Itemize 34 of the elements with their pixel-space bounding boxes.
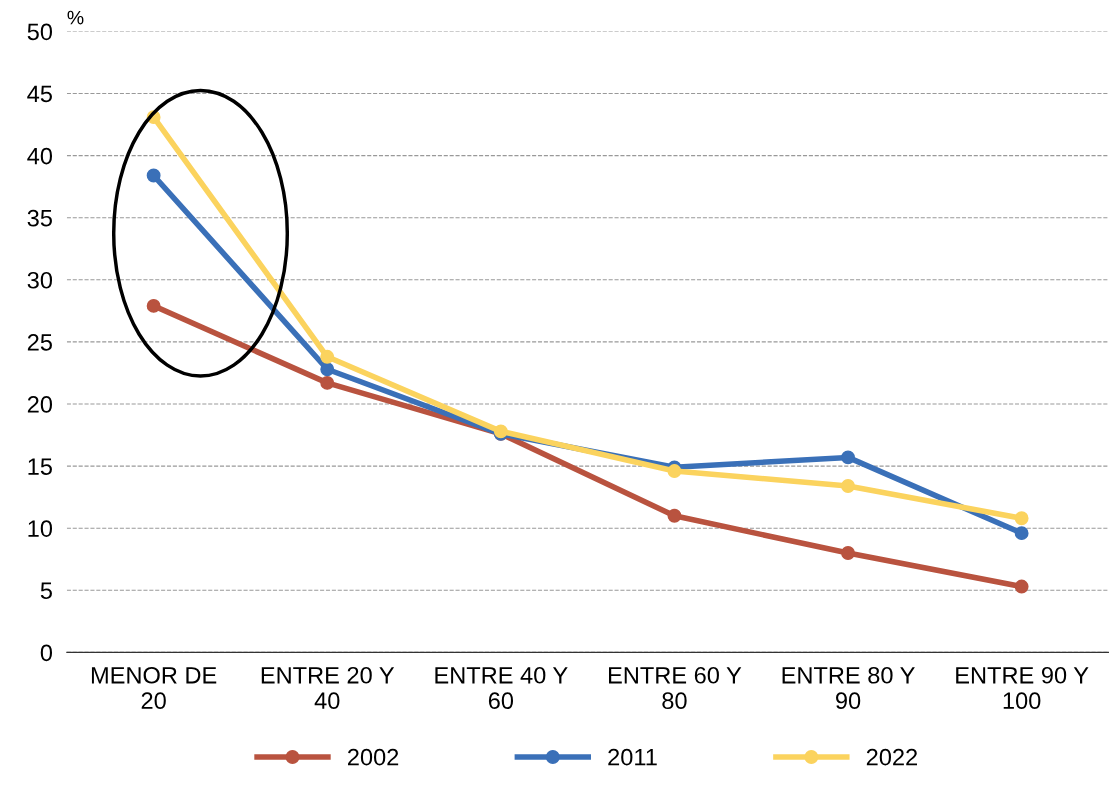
point bbox=[841, 479, 855, 493]
x-tick-label: ENTRE 20 Y 40 bbox=[261, 666, 395, 710]
x-tick-label: ENTRE 90 Y 100 bbox=[956, 666, 1089, 710]
x-tick-label: ENTRE 40 Y 60 bbox=[435, 666, 568, 710]
point bbox=[1014, 511, 1029, 526]
point bbox=[320, 362, 335, 377]
y-tick-label: 35 bbox=[27, 209, 52, 227]
y-tick-label: 20 bbox=[27, 396, 53, 413]
y-tick-label: 40 bbox=[27, 147, 53, 165]
y-tick-label: 50 bbox=[27, 23, 53, 41]
point bbox=[1014, 526, 1029, 541]
point bbox=[320, 349, 335, 364]
legend-label: 2011 bbox=[608, 748, 657, 766]
point bbox=[320, 375, 335, 390]
point bbox=[841, 546, 855, 560]
x-tick-label: ENTRE 60 Y 80 bbox=[609, 666, 742, 710]
y-tick-label: 10 bbox=[28, 520, 53, 537]
y-tick-label: 0 bbox=[40, 644, 53, 662]
legend-label: 2002 bbox=[348, 748, 399, 766]
y-tick-label: 25 bbox=[27, 333, 52, 351]
point bbox=[667, 508, 682, 523]
y-tick-label: 45 bbox=[27, 85, 52, 103]
x-tick-label: MENOR DE 20 bbox=[91, 666, 217, 710]
point bbox=[841, 450, 855, 465]
legend-label: 2022 bbox=[866, 748, 917, 766]
y-tick-label: 15 bbox=[28, 458, 52, 475]
point bbox=[146, 298, 161, 313]
y-tick-label: 30 bbox=[27, 271, 53, 289]
y-axis-title: % bbox=[67, 10, 84, 25]
y-tick-label: 5 bbox=[40, 582, 52, 600]
point bbox=[1014, 579, 1029, 594]
point bbox=[667, 464, 682, 479]
point bbox=[146, 168, 161, 183]
x-tick-label: ENTRE 80 Y 90 bbox=[782, 666, 915, 710]
